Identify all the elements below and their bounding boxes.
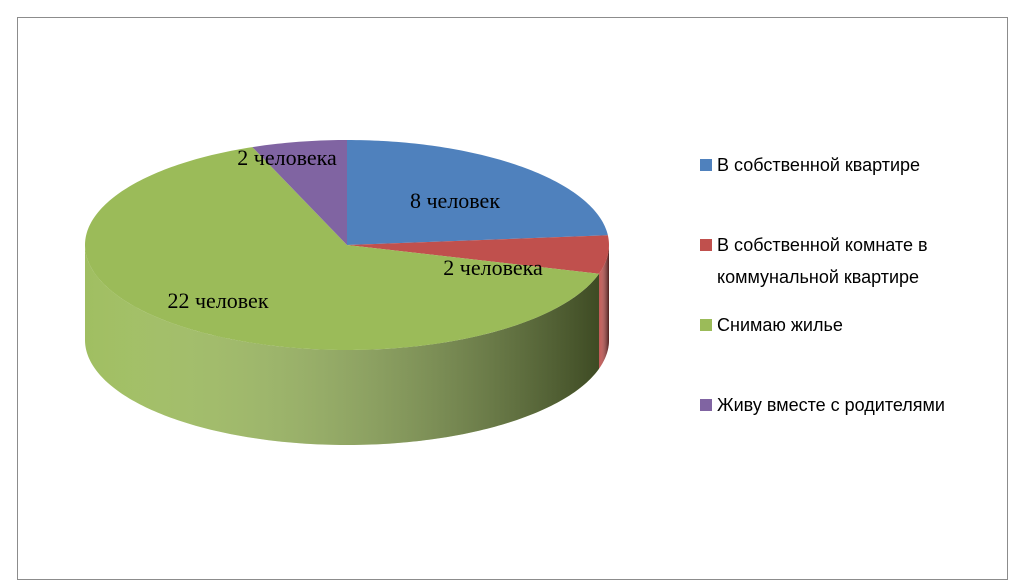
legend-swatch: [700, 239, 712, 251]
legend-label: В собственной комнате в коммунальной ква…: [717, 235, 928, 287]
legend-item: Живу вместе с родителями: [700, 389, 1000, 421]
legend-swatch: [700, 399, 712, 411]
legend-item: В собственной квартире: [700, 149, 1000, 181]
legend-swatch: [700, 319, 712, 331]
pie-slice: [252, 140, 347, 245]
legend-item: Снимаю жилье: [700, 309, 1000, 341]
pie-slice: [347, 140, 608, 245]
legend-item: В собственной комнате в коммунальной ква…: [700, 229, 1000, 293]
legend-swatch: [700, 159, 712, 171]
value-label: 2 человека: [443, 255, 543, 280]
pie-side-shade: [85, 245, 599, 445]
value-label: 22 человек: [167, 288, 268, 313]
legend-label: Снимаю жилье: [717, 315, 843, 335]
chart-border: [17, 17, 1008, 580]
legend-label: Живу вместе с родителями: [717, 395, 945, 415]
legend-label: В собственной квартире: [717, 155, 921, 175]
value-label: 2 человека: [237, 145, 337, 170]
pie-slice: [347, 235, 609, 274]
value-label: 8 человек: [410, 188, 500, 213]
pie-side-shade: [598, 245, 609, 369]
pie-slice: [85, 147, 599, 350]
